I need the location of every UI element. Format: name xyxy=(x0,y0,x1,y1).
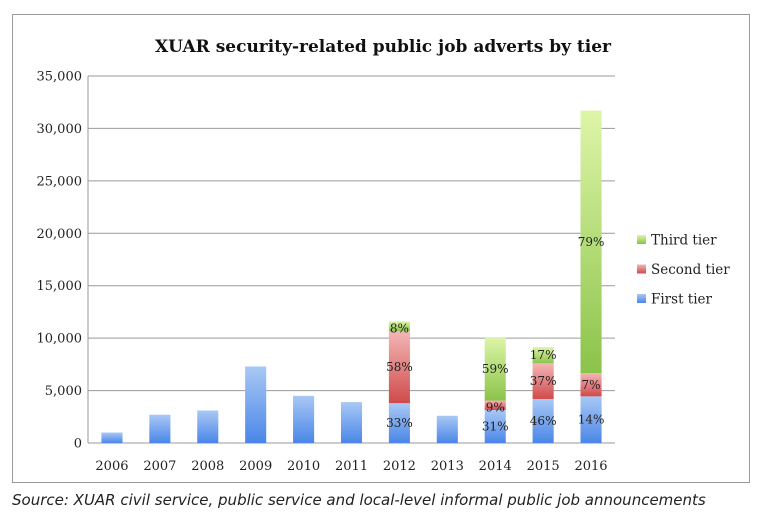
chart-svg: XUAR security-related public job adverts… xyxy=(37,37,731,475)
x-tick-label: 2006 xyxy=(95,459,128,474)
bar-2011-first-tier xyxy=(340,402,363,443)
bar-2012-third-tier xyxy=(388,321,410,332)
bar-2014-second-tier xyxy=(484,400,506,410)
source-note: Source: XUAR civil service, public servi… xyxy=(12,491,706,509)
bar-2016-first-tier xyxy=(580,396,602,443)
data-label: 59% xyxy=(482,362,509,376)
data-label: 17% xyxy=(530,348,557,362)
data-label: 31% xyxy=(482,419,509,433)
bar-2007-first-tier xyxy=(149,414,171,443)
x-tick-label: 2013 xyxy=(431,459,464,474)
bar-2016-second-tier xyxy=(580,373,602,397)
x-tick-label: 2007 xyxy=(143,459,176,474)
grid-layer xyxy=(88,75,615,444)
x-tick-label: 2014 xyxy=(479,459,512,474)
legend-label-first-tier: First tier xyxy=(651,292,713,308)
bar-2010-first-tier xyxy=(293,395,315,443)
x-tick-label: 2010 xyxy=(287,459,320,474)
y-tick-label: 20,000 xyxy=(37,227,83,242)
bar-2015-second-tier xyxy=(532,363,554,399)
y-tick-label: 5,000 xyxy=(45,384,82,399)
data-label: 58% xyxy=(386,360,413,374)
bar-2006-first-tier xyxy=(101,432,123,443)
bar-2012-second-tier xyxy=(388,331,410,404)
bar-2009-first-tier xyxy=(245,366,267,443)
bar-2014-third-tier xyxy=(484,337,506,401)
bar-2015-third-tier xyxy=(532,347,554,364)
bar-2016-third-tier xyxy=(580,110,602,374)
data-label: 37% xyxy=(530,374,557,388)
bar-2012-first-tier xyxy=(388,403,410,443)
x-tick-label: 2012 xyxy=(383,459,416,474)
x-tick-label: 2015 xyxy=(527,459,560,474)
data-label: 79% xyxy=(578,235,605,249)
data-label: 7% xyxy=(582,378,601,392)
bar-2013-first-tier xyxy=(436,415,458,443)
x-tick-label: 2016 xyxy=(574,459,607,474)
bar-layer xyxy=(101,110,602,443)
legend-swatch-second-tier xyxy=(637,264,646,274)
legend: Third tier Second tier First tier xyxy=(637,233,730,308)
legend-swatch-first-tier xyxy=(637,294,646,303)
y-tick-label: 35,000 xyxy=(37,70,83,85)
y-tick-label: 25,000 xyxy=(37,174,83,189)
chart-frame: XUAR security-related public job adverts… xyxy=(12,14,750,483)
data-label: 9% xyxy=(486,401,505,415)
x-tick-label: 2009 xyxy=(239,459,272,474)
legend-label-second-tier: Second tier xyxy=(651,262,730,278)
data-label: 14% xyxy=(578,413,605,427)
x-tick-label: 2011 xyxy=(335,459,368,474)
bar-2014-first-tier xyxy=(484,409,506,443)
y-tick-label: 10,000 xyxy=(37,332,83,347)
legend-swatch-third-tier xyxy=(637,235,646,244)
y-tick-label: 0 xyxy=(74,437,82,452)
chart-title: XUAR security-related public job adverts… xyxy=(155,37,612,57)
axis-layer: 0 5,000 10,000 15,000 20,000 25,000 30,000 35,0… xyxy=(37,70,608,475)
y-tick-label: 15,000 xyxy=(37,279,83,294)
legend-label-third-tier: Third tier xyxy=(651,233,717,249)
y-tick-label: 30,000 xyxy=(37,122,83,137)
data-label: 8% xyxy=(390,321,409,335)
data-label: 33% xyxy=(386,416,413,430)
data-label: 46% xyxy=(530,414,557,428)
x-tick-label: 2008 xyxy=(191,459,224,474)
bar-2015-first-tier xyxy=(532,398,554,443)
label-layer: 33% 58% 8% 31% 9% 59% 46% 37% 17% 14% 7% 79% xyxy=(386,235,604,434)
bar-2008-first-tier xyxy=(197,410,219,443)
